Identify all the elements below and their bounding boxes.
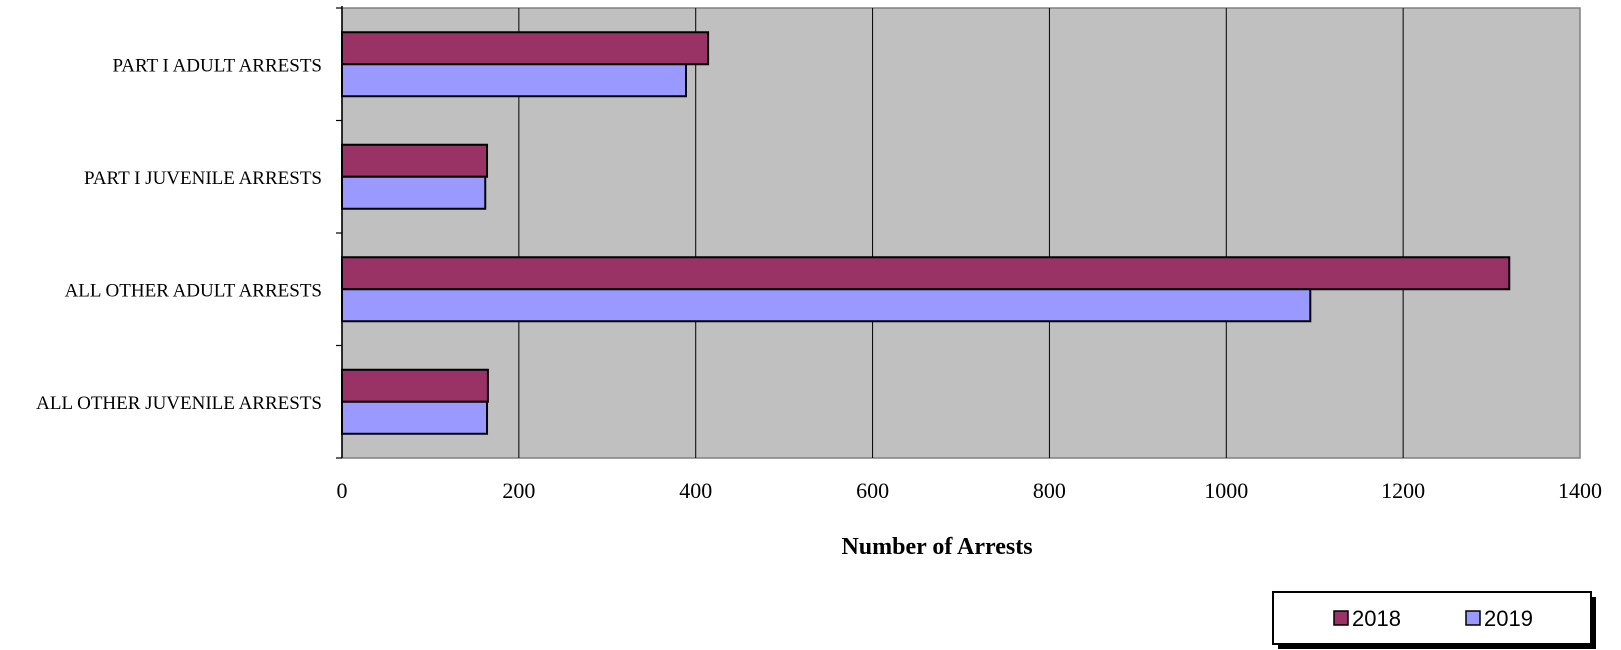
legend-swatch	[1333, 610, 1349, 626]
bar-2019	[341, 63, 687, 98]
x-tick-label: 1000	[1204, 478, 1248, 503]
x-tick-label: 600	[856, 478, 889, 503]
category-labels: PART I ADULT ARRESTS PART I JUVENILE ARRE…	[36, 55, 322, 414]
axes	[336, 6, 343, 459]
x-tick-label: 1400	[1558, 478, 1602, 503]
bar-2019	[341, 175, 487, 210]
x-tick-label: 0	[337, 478, 348, 503]
x-tick-labels: 0 200 400 600 800 1000 1200 1400	[337, 478, 1603, 503]
bar-2019	[341, 288, 1312, 323]
category-label: PART I JUVENILE ARRESTS	[84, 168, 322, 189]
category-label: ALL OTHER ADULT ARRESTS	[65, 280, 322, 301]
bar-2018	[341, 143, 489, 178]
legend-swatch	[1465, 610, 1481, 626]
legend-label: 2019	[1484, 606, 1533, 631]
legend-box	[1272, 591, 1592, 645]
x-tick-label: 800	[1033, 478, 1066, 503]
bar-2019	[341, 400, 489, 435]
bar-2018	[341, 31, 710, 66]
bars	[341, 31, 1511, 435]
x-tick-label: 1200	[1381, 478, 1425, 503]
x-tick-label: 400	[679, 478, 712, 503]
x-tick-label: 200	[502, 478, 535, 503]
bar-2018	[341, 368, 489, 403]
category-label: PART I ADULT ARRESTS	[112, 55, 322, 76]
bar-2018	[341, 256, 1511, 291]
category-label: ALL OTHER JUVENILE ARRESTS	[36, 393, 322, 414]
legend: 2018 2019	[1272, 591, 1596, 649]
x-axis-title: Number of Arrests	[841, 534, 1032, 560]
legend-label: 2018	[1352, 606, 1401, 631]
